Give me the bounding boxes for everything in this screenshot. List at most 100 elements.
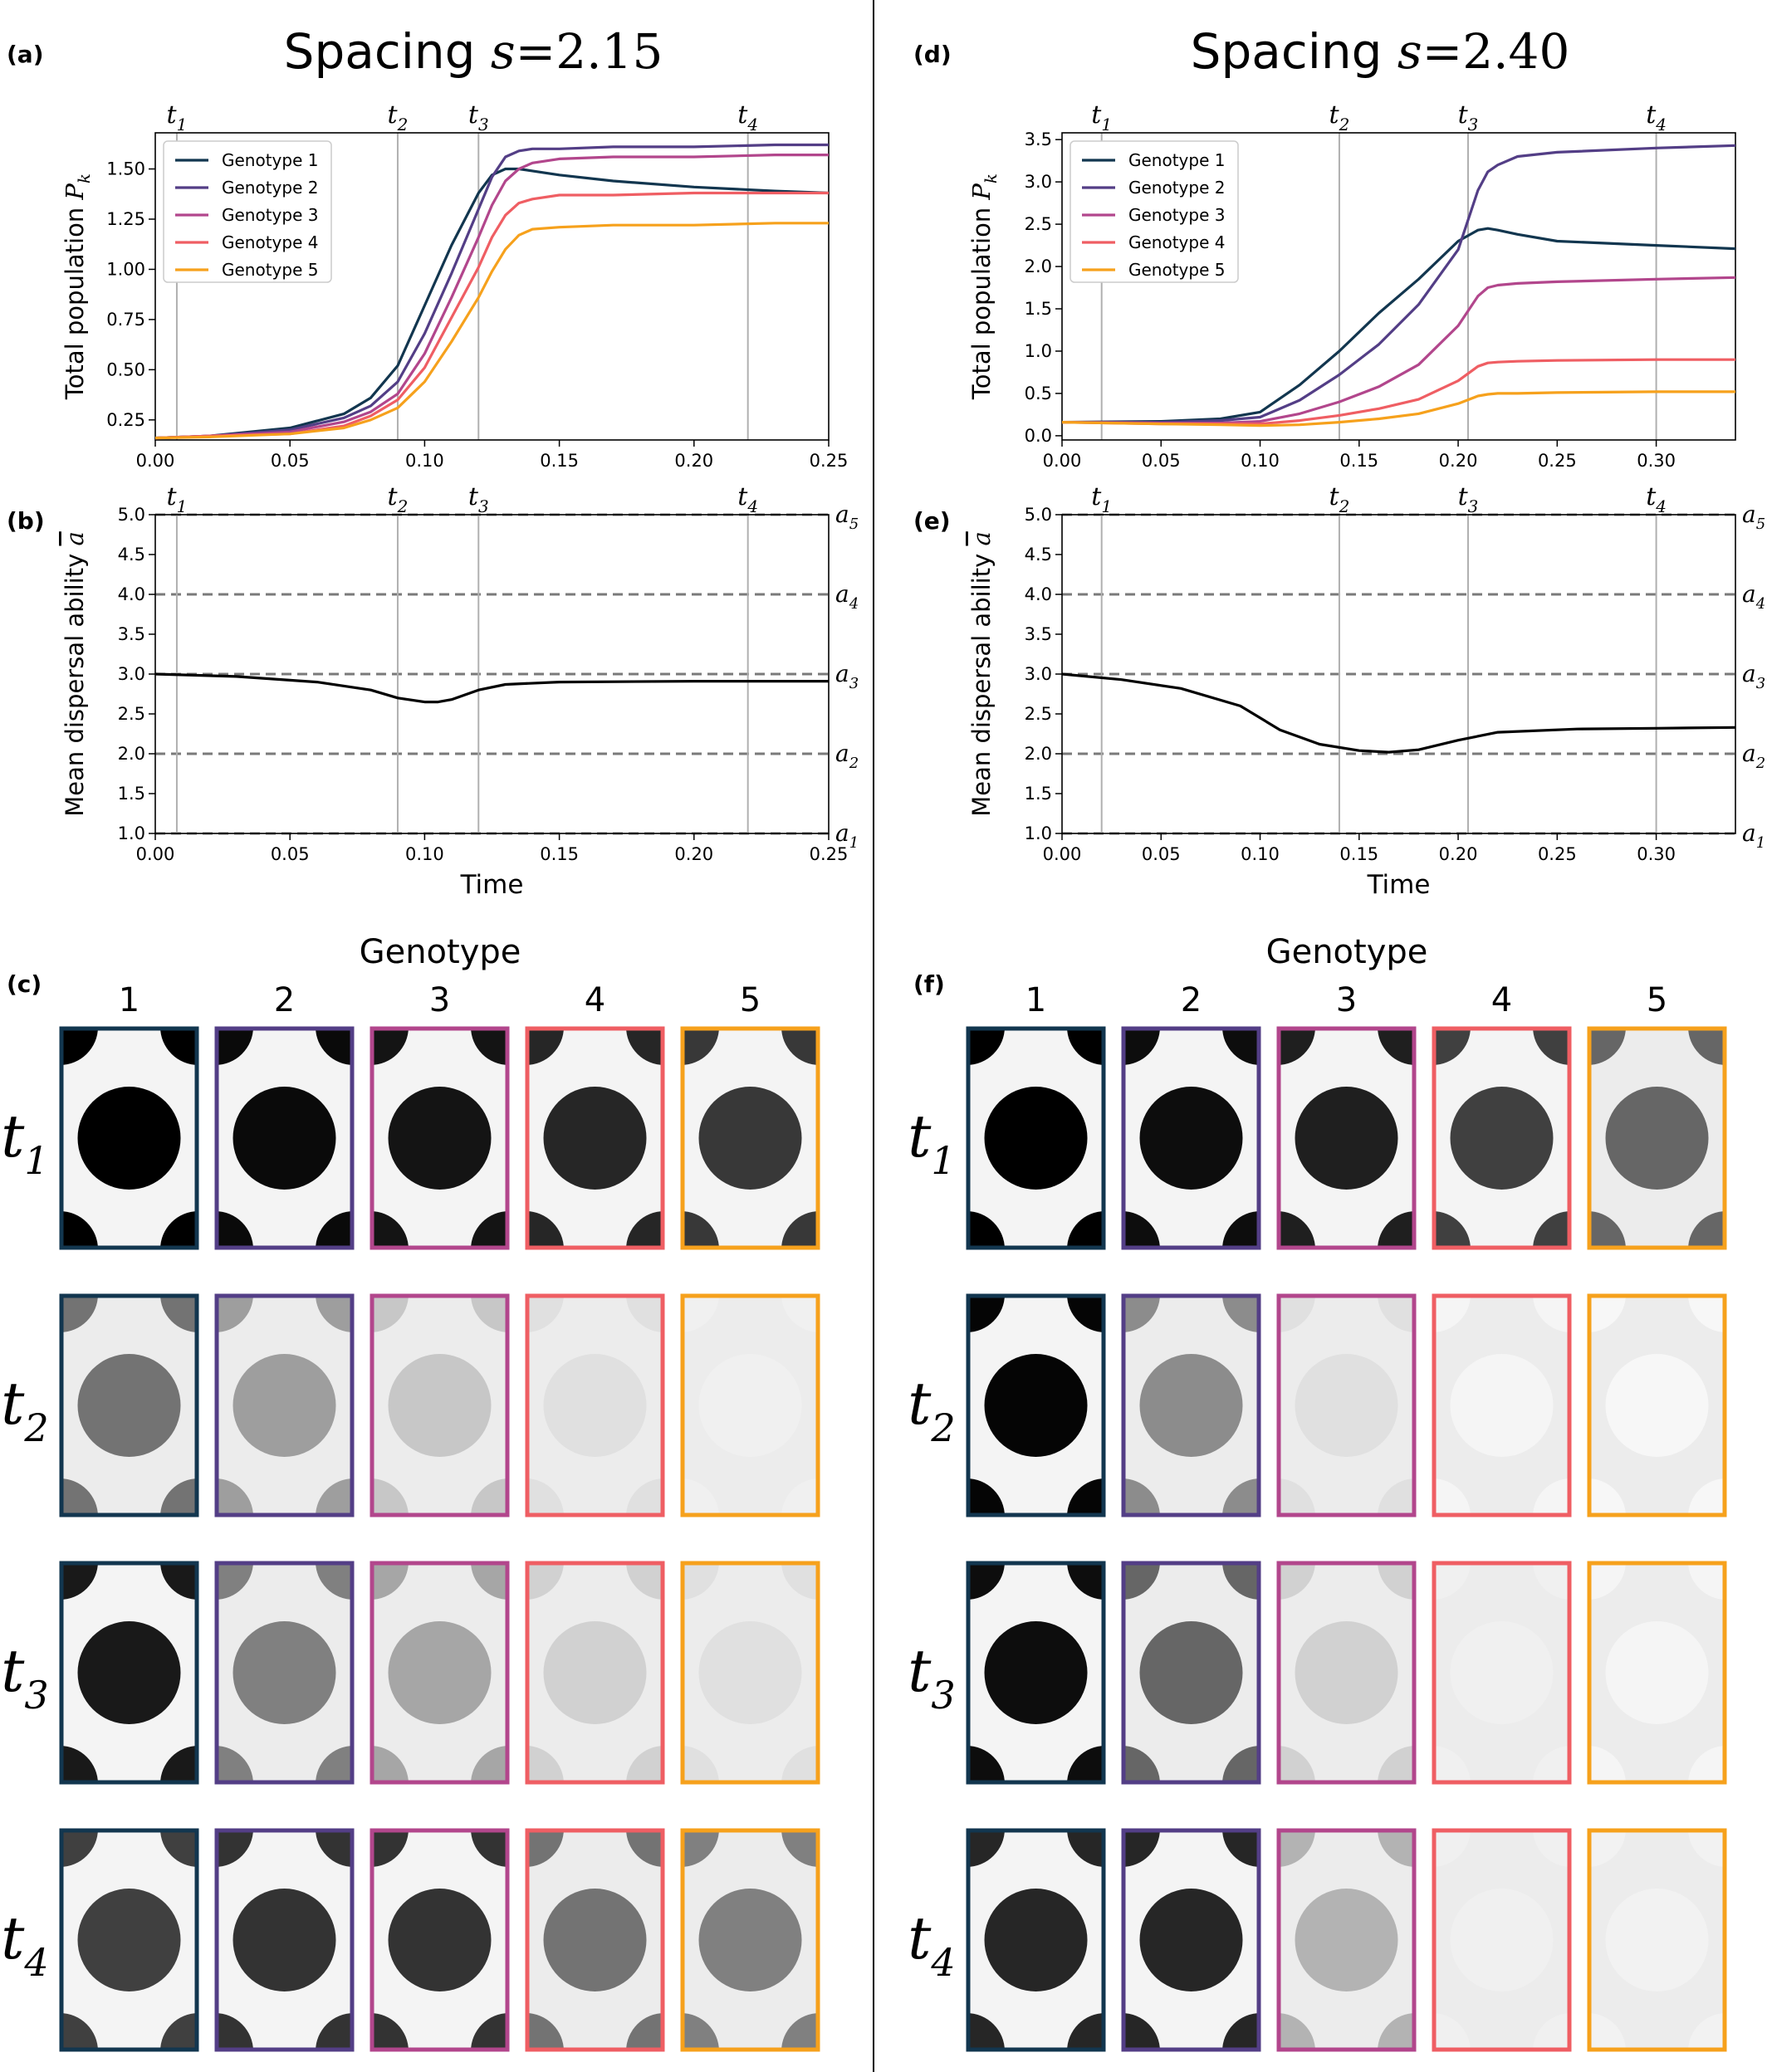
density-blob xyxy=(60,1478,98,1517)
x-tick-label: 0.00 xyxy=(136,451,175,471)
density-blob xyxy=(1222,1478,1260,1517)
population-chart: t1 t2 t3 t4 0.00 0.05 0.10 0.15 0.20 0.25 0.25 0.50… xyxy=(61,100,848,471)
cell-border xyxy=(1276,1026,1417,1250)
time-row-label: t2 xyxy=(1,1370,48,1450)
density-cell xyxy=(1276,1293,1417,1517)
density-blob xyxy=(471,1561,509,1600)
x-tick-label: 0.25 xyxy=(1538,844,1577,864)
density-cell xyxy=(214,1026,355,1250)
legend: Genotype 1 Genotype 2 Genotype 3 Genotype 4… xyxy=(1070,140,1239,283)
density-blob xyxy=(781,1211,820,1249)
density-blob xyxy=(967,1478,1005,1517)
cell-border xyxy=(1587,1561,1727,1785)
cell-border xyxy=(1121,1026,1261,1250)
density-blob xyxy=(526,1294,564,1332)
y-tick-label: 1.5 xyxy=(1025,299,1052,319)
density-blob xyxy=(370,1211,409,1249)
density-blob xyxy=(77,1087,181,1190)
density-cell xyxy=(1587,1561,1727,1785)
density-blob xyxy=(1588,1027,1626,1065)
plot-frame xyxy=(154,132,830,441)
density-blob xyxy=(543,1087,647,1190)
x-tick-label: 0.05 xyxy=(271,451,310,471)
density-blob xyxy=(1450,1087,1554,1190)
density-blob xyxy=(1277,1294,1315,1332)
cell-border xyxy=(966,1293,1106,1517)
time-marker-label: t1 xyxy=(1091,100,1112,134)
right-level-label: a2 xyxy=(1742,740,1765,772)
density-cell xyxy=(1121,1828,1261,2052)
density-blob xyxy=(471,1829,509,1867)
density-blob xyxy=(1432,1211,1471,1249)
density-blob xyxy=(1122,2013,1160,2051)
time-marker-label: t2 xyxy=(1329,100,1350,134)
density-blob xyxy=(1067,2013,1105,2051)
density-blob xyxy=(967,1746,1005,1784)
density-blob xyxy=(160,1294,198,1332)
density-blob xyxy=(1688,1829,1726,1867)
legend-entry-5: Genotype 5 xyxy=(222,260,318,280)
x-tick-label: 0.15 xyxy=(1339,844,1378,864)
density-blob xyxy=(698,1889,802,1991)
dispersal-chart: t1 t2 t3 t4 0.00 0.05 0.10 0.15 0.20 0.25 1.0 1.5 2.… xyxy=(61,482,859,900)
legend-entry-4: Genotype 4 xyxy=(222,232,318,252)
cell-border xyxy=(1121,1561,1261,1785)
density-cell xyxy=(214,1828,355,2052)
y-tick-label: 3.0 xyxy=(1025,172,1052,192)
density-cell xyxy=(966,1293,1106,1517)
density-blob xyxy=(471,1027,509,1065)
density-blob xyxy=(77,1354,181,1457)
density-blob xyxy=(626,1211,664,1249)
density-blob xyxy=(1122,1294,1160,1332)
cell-border xyxy=(214,1828,355,2052)
density-cell xyxy=(370,1293,510,1517)
series-line-4 xyxy=(154,191,829,440)
density-blob xyxy=(626,1294,664,1332)
density-blob xyxy=(316,1211,354,1249)
density-blob xyxy=(1688,1294,1726,1332)
chart-title: Spacing s=2.15 xyxy=(284,23,663,80)
density-cell xyxy=(1276,1026,1417,1250)
y-tick-label: 4.0 xyxy=(118,584,145,604)
density-blob xyxy=(1122,1027,1160,1065)
time-row-label: t2 xyxy=(908,1370,955,1450)
x-tick-label: 0.25 xyxy=(1538,451,1577,471)
density-blob xyxy=(1067,1027,1105,1065)
x-tick-label: 0.20 xyxy=(674,451,713,471)
legend-entry-3: Genotype 3 xyxy=(1128,205,1225,225)
y-tick-label: 2.5 xyxy=(1025,214,1052,234)
density-blob xyxy=(526,1561,564,1600)
density-blob xyxy=(1432,1829,1471,1867)
density-blob xyxy=(370,1829,409,1867)
density-blob xyxy=(1067,1561,1105,1600)
y-tick-label: 2.0 xyxy=(1025,257,1052,276)
y-tick-label: 3.0 xyxy=(1025,664,1052,684)
density-blob xyxy=(1139,1087,1243,1190)
right-level-label: a4 xyxy=(835,580,859,613)
density-cell xyxy=(214,1293,355,1517)
mean-dispersal-line xyxy=(1061,672,1736,754)
series-line-2 xyxy=(1062,144,1736,424)
density-cell xyxy=(680,1293,820,1517)
density-blob xyxy=(681,1746,719,1784)
legend-box xyxy=(1070,140,1239,283)
cell-border xyxy=(370,1561,510,1785)
y-tick-label: 4.5 xyxy=(1025,545,1052,564)
time-row-label: t3 xyxy=(908,1637,955,1718)
density-blob xyxy=(1533,1294,1571,1332)
legend-entry-2: Genotype 2 xyxy=(222,178,318,198)
density-blob xyxy=(1222,1027,1260,1065)
density-blob xyxy=(1432,1746,1471,1784)
density-blob xyxy=(1605,1087,1709,1190)
density-blob xyxy=(1605,1889,1709,1991)
cell-border xyxy=(525,1828,665,2052)
y-axis-label: Mean dispersal ability a xyxy=(61,531,89,817)
density-cell xyxy=(370,1026,510,1250)
density-blob xyxy=(1295,1354,1398,1457)
y-tick-label: 1.5 xyxy=(1025,784,1052,804)
density-blob xyxy=(526,1211,564,1249)
x-axis-label: Time xyxy=(1367,870,1431,900)
density-blob xyxy=(1450,1621,1554,1724)
time-marker-label: t3 xyxy=(1458,482,1479,516)
